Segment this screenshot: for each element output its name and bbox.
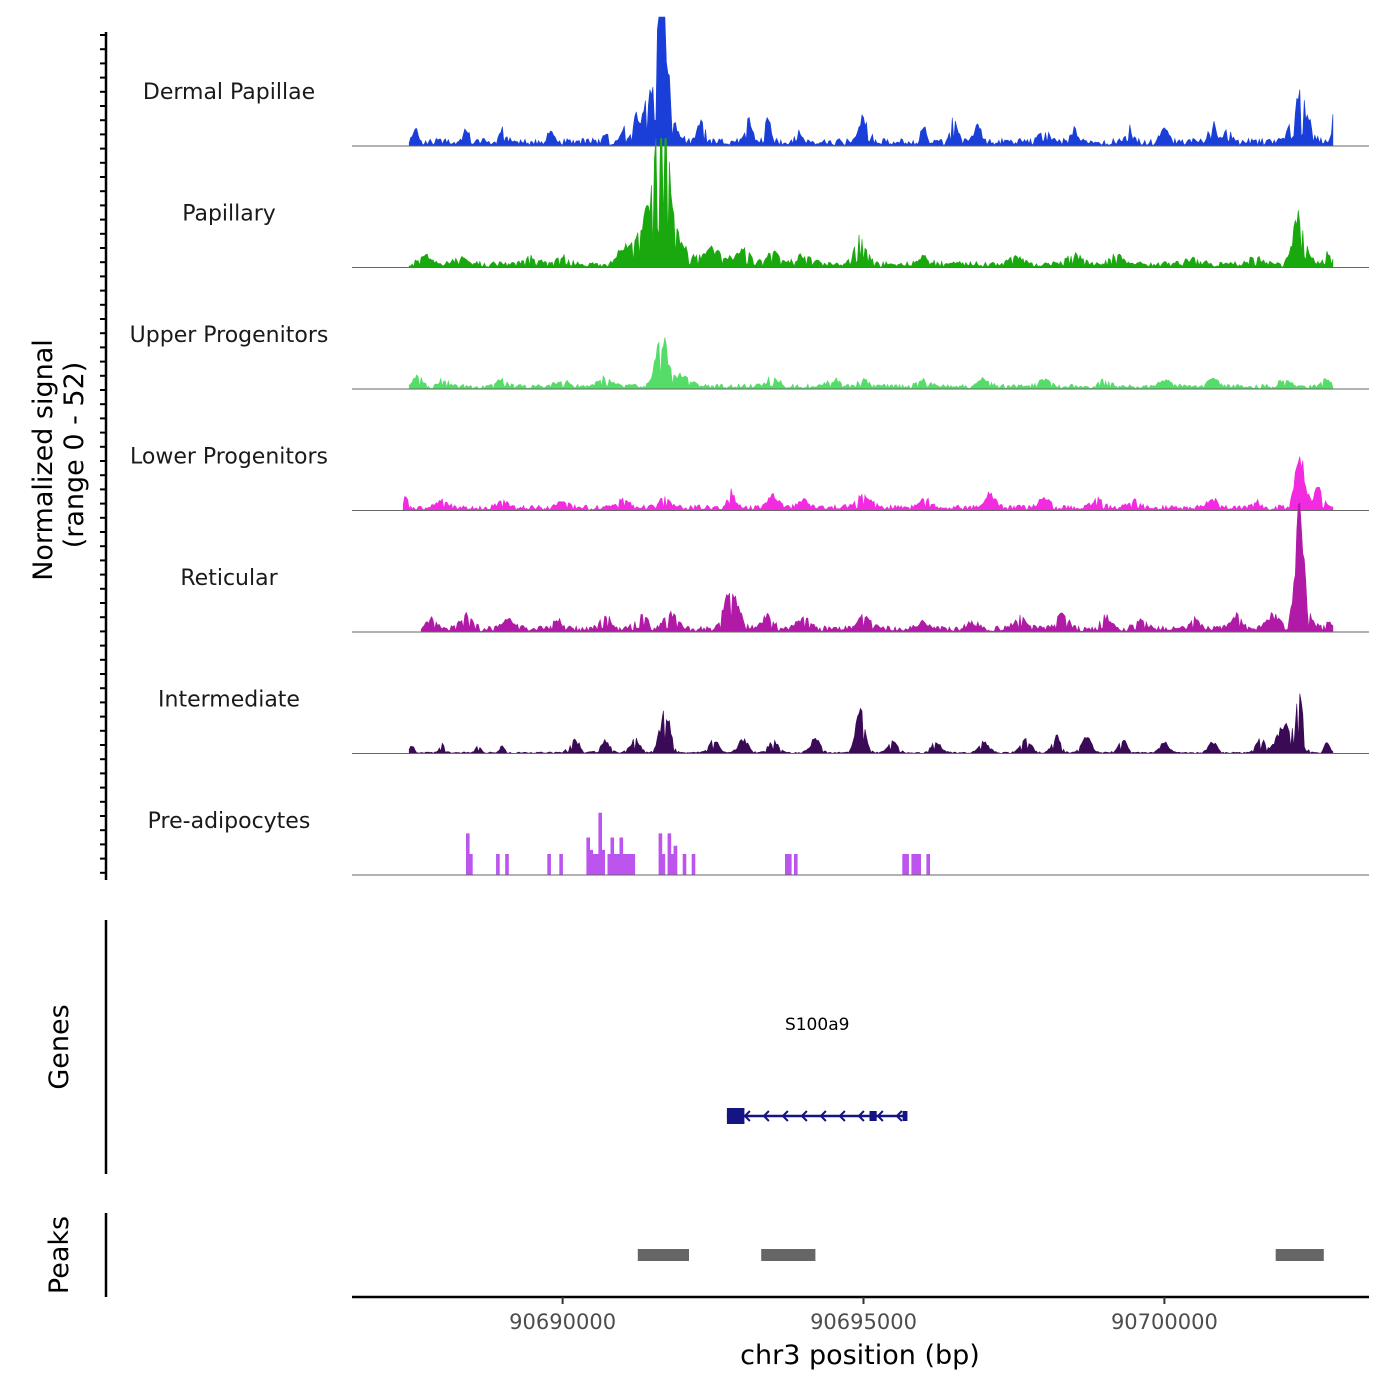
track-intermediate: Intermediate (158, 688, 1369, 754)
signal-tracks: Dermal Papillae Papillary Upper Progenitor… (130, 16, 1369, 876)
strand-chevron (876, 1110, 884, 1122)
signal-area (408, 693, 1334, 754)
gene-track: S100a9 (726, 1015, 908, 1124)
genes-panel-title: Genes (44, 1004, 75, 1089)
track-label: Papillary (182, 202, 276, 227)
strand-chevron (895, 1110, 903, 1122)
signal-area (402, 456, 1334, 512)
peak-region (1275, 1249, 1324, 1261)
signal-area (420, 502, 1334, 633)
track-label: Lower Progenitors (130, 445, 328, 470)
track-dermal-papillae: Dermal Papillae (143, 16, 1369, 147)
track-reticular: Reticular (180, 502, 1369, 633)
strand-chevron (819, 1110, 827, 1122)
strand-chevron (743, 1110, 751, 1122)
peak-region (637, 1249, 689, 1261)
track-label: Intermediate (158, 688, 300, 713)
gene-label: S100a9 (785, 1015, 849, 1035)
track-lower-progenitors: Lower Progenitors (130, 445, 1369, 512)
gene-exon (726, 1108, 745, 1124)
peak-region (761, 1249, 816, 1261)
track-label: Reticular (180, 566, 278, 591)
track-papillary: Papillary (182, 138, 1369, 268)
signal-axis-title-line1: Normalized signal (28, 339, 59, 581)
track-label: Upper Progenitors (130, 323, 329, 348)
signal-axis-title-line2: (range 0 - 52) (59, 362, 90, 549)
x-axis-title: chr3 position (bp) (740, 1340, 980, 1371)
gene-exon (869, 1111, 877, 1121)
track-label: Dermal Papillae (143, 80, 315, 105)
signal-area (408, 16, 1334, 147)
track-label: Pre-adipocytes (148, 809, 311, 834)
strand-chevron (838, 1110, 846, 1122)
track-upper-progenitors: Upper Progenitors (130, 323, 1369, 390)
strand-chevron (800, 1110, 808, 1122)
signal-area (466, 812, 930, 876)
gene-s100a9: S100a9 (726, 1015, 908, 1124)
x-axis-ticks: 90690000 90695000 90700000 (509, 1297, 1218, 1334)
peaks-panel-title: Peaks (44, 1216, 75, 1294)
track-pre-adipocytes: Pre-adipocytes (148, 809, 1369, 876)
signal-area (408, 337, 1334, 390)
strand-chevron (857, 1110, 865, 1122)
x-tick-label: 90700000 (1111, 1310, 1218, 1334)
strand-chevron (762, 1110, 770, 1122)
gene-exon (902, 1111, 908, 1121)
signal-area (408, 138, 1334, 268)
strand-chevron (781, 1110, 789, 1122)
peak-regions (637, 1249, 1324, 1261)
x-tick-label: 90690000 (509, 1310, 616, 1334)
x-tick-label: 90695000 (810, 1310, 917, 1334)
